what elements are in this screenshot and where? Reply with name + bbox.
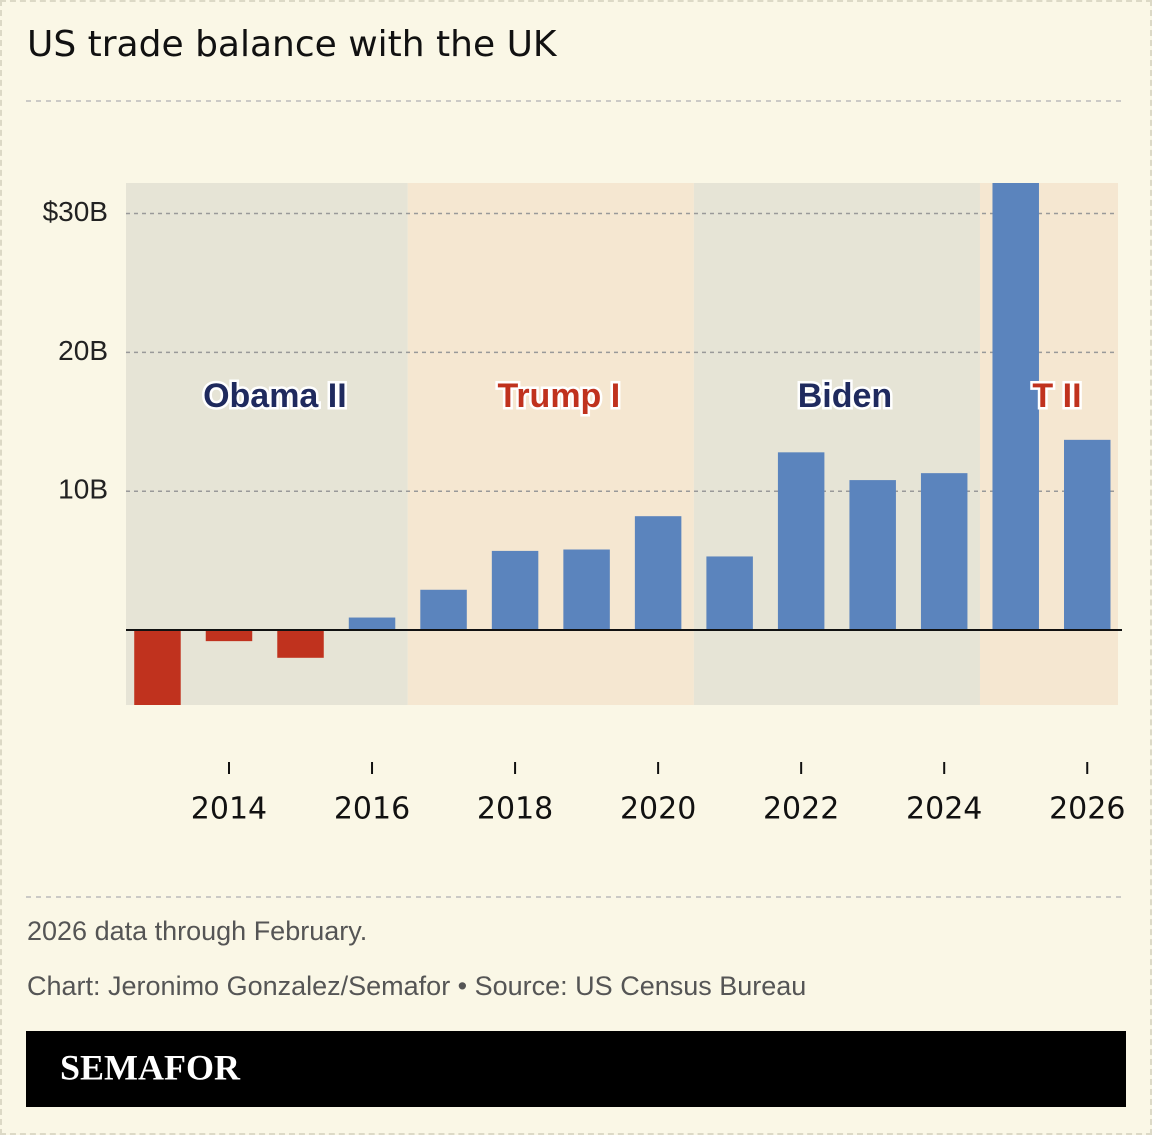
bar — [277, 630, 324, 658]
x-tick-label: 2014 — [191, 792, 267, 827]
bar — [420, 589, 467, 631]
plot: 10B 20B $30B Obama II Trump I Biden T II 2014 20… — [43, 183, 1125, 827]
period-label: T II — [1032, 377, 1081, 415]
x-tick-label: 2022 — [763, 792, 839, 827]
bar — [920, 473, 968, 631]
y-tick-label: $30B — [43, 196, 108, 227]
bar — [205, 630, 253, 642]
bar — [777, 452, 825, 631]
credit: Chart: Jeronimo Gonzalez/Semafor • Sourc… — [27, 971, 806, 1001]
period-label: Obama II — [203, 377, 347, 415]
brand: SEMAFOR — [60, 1047, 241, 1087]
y-tick-label: 10B — [58, 474, 108, 505]
x-tick-label: 2026 — [1049, 792, 1125, 827]
bar — [134, 630, 181, 705]
y-tick-label: 20B — [58, 335, 108, 366]
x-tick-label: 2020 — [620, 792, 696, 827]
x-tick-label: 2024 — [906, 792, 982, 827]
period-label: Biden — [798, 377, 892, 415]
bar — [706, 556, 753, 631]
bar — [1064, 439, 1111, 631]
bar — [348, 617, 396, 631]
chart-title: US trade balance with the UK — [27, 24, 558, 65]
x-tick-label: 2016 — [334, 792, 410, 827]
bar — [849, 480, 896, 631]
brand-bar — [26, 1031, 1126, 1107]
bar — [563, 549, 610, 631]
bar — [491, 550, 539, 631]
period-label: Trump I — [497, 377, 620, 415]
bar — [634, 516, 682, 631]
note: 2026 data through February. — [27, 916, 367, 946]
x-tick-label: 2018 — [477, 792, 553, 827]
bar — [992, 183, 1039, 631]
